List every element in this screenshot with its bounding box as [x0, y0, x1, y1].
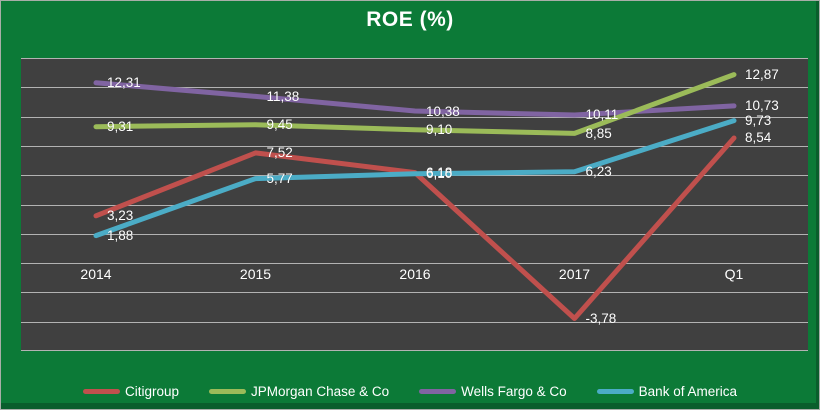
data-label: 10,73 [745, 98, 779, 114]
gridline--2 [21, 292, 808, 294]
data-label: 11,38 [266, 88, 300, 104]
data-label: 6,23 [585, 164, 612, 180]
legend-item-citigroup[interactable]: Citigroup [83, 384, 179, 399]
gridline-8 [21, 145, 808, 147]
gridline-12 [21, 87, 808, 89]
legend-label: Wells Fargo & Co [461, 383, 567, 399]
x-axis-label-2015: 2015 [239, 266, 272, 282]
plot-area: 12,31 11,38 10,38 10,11 10,73 9,31 9,45 9,10 8,8… [21, 58, 808, 351]
x-axis-label-2017: 2017 [558, 266, 591, 282]
gridline--6 [21, 350, 808, 351]
series-line-citigroup[interactable] [93, 135, 737, 321]
data-label: -3,78 [585, 310, 617, 326]
legend-label: JPMorgan Chase & Co [251, 383, 390, 399]
data-label: 6,18 [426, 165, 453, 181]
data-label: 8,85 [585, 125, 612, 141]
chart-title: ROE (%) [366, 8, 454, 31]
x-axis-label-2016: 2016 [399, 266, 431, 282]
data-label: 9,45 [266, 117, 293, 133]
legend-label: Bank of America [638, 383, 737, 399]
data-label: 5,77 [266, 171, 293, 187]
data-label: 6,10 [426, 166, 453, 182]
data-label: 9,31 [107, 119, 134, 135]
gridline-10 [21, 116, 808, 118]
data-label: 7,52 [266, 145, 293, 161]
gridline--4 [21, 321, 808, 323]
data-label: 10,11 [585, 107, 619, 123]
legend-swatch-icon [209, 388, 247, 394]
data-label: 1,88 [107, 228, 134, 244]
data-label: 8,54 [745, 130, 772, 146]
x-axis-label-2014: 2014 [80, 266, 112, 282]
data-label: 10,38 [426, 103, 460, 119]
series-line-bank-of-america[interactable] [93, 118, 737, 239]
series-plot [93, 72, 737, 321]
legend-swatch-icon [596, 388, 634, 394]
legend-item-wells-fargo-co[interactable]: Wells Fargo & Co [419, 384, 567, 399]
data-label: 9,73 [745, 113, 772, 129]
data-label: 12,31 [107, 75, 141, 91]
legend: Citigroup JPMorgan Chase & Co Wells Fargo … [1, 379, 819, 403]
data-label: 9,10 [426, 122, 453, 138]
legend-item-jpmorgan-chase-co[interactable]: JPMorgan Chase & Co [209, 384, 389, 399]
legend-label: Citigroup [125, 383, 180, 399]
series-line-jpmorgan-chase-co[interactable] [93, 72, 737, 136]
data-label: 12,87 [745, 67, 779, 83]
legend-item-bank-of-america[interactable]: Bank of America [596, 383, 737, 399]
gridline-2 [21, 233, 808, 235]
legend-swatch-icon [83, 388, 121, 394]
gridline-14 [21, 58, 808, 59]
gridline-4 [21, 204, 808, 206]
data-label: 3,23 [107, 208, 134, 224]
gridline-0 [21, 263, 808, 265]
legend-swatch-icon [419, 388, 457, 394]
x-axis-label-q1: Q1 [724, 266, 744, 282]
